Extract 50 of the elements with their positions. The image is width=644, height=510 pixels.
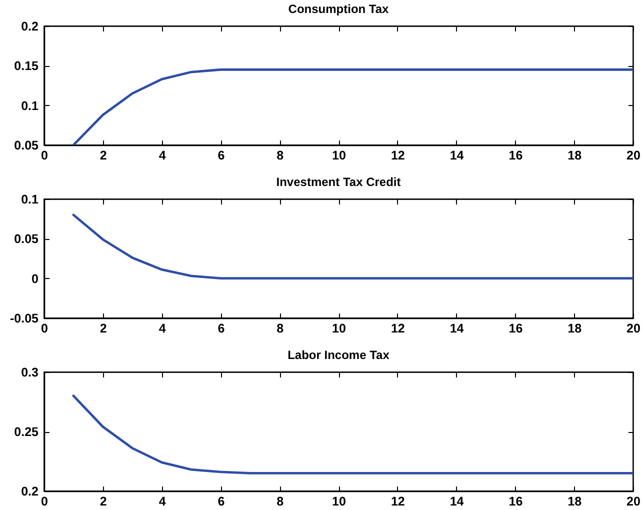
x-tick-label: 20 xyxy=(626,322,640,336)
x-tick-label: 18 xyxy=(568,322,582,336)
x-tick-label: 4 xyxy=(158,494,166,508)
y-tick-label: 0.2 xyxy=(21,484,39,498)
x-tick-label: 10 xyxy=(332,322,346,336)
x-tick-label: 6 xyxy=(218,322,225,336)
y-tick-label: 0.05 xyxy=(14,232,39,246)
y-tick-label: 0 xyxy=(32,272,39,286)
x-tick-label: 10 xyxy=(332,148,346,162)
x-tick-label: 18 xyxy=(568,148,582,162)
x-tick-label: 10 xyxy=(332,494,346,508)
x-tick-label: 2 xyxy=(100,494,107,508)
x-tick-label: 6 xyxy=(218,148,225,162)
y-tick-label: 0.25 xyxy=(14,425,39,439)
y-tick-label: 0.3 xyxy=(21,366,39,380)
x-tick-label: 2 xyxy=(100,322,107,336)
y-tick-label: 0.2 xyxy=(21,20,39,34)
x-tick-label: 12 xyxy=(390,322,405,336)
x-tick-label: 16 xyxy=(508,494,523,508)
x-tick-label: 16 xyxy=(508,322,523,336)
x-tick-label: 14 xyxy=(450,148,464,162)
x-tick-label: 4 xyxy=(158,148,166,162)
line-series xyxy=(72,214,633,280)
x-tick-label: 14 xyxy=(450,322,464,336)
x-tick-label: 0 xyxy=(41,148,48,162)
chart-title: Investment Tax Credit xyxy=(276,175,401,189)
x-tick-label: 20 xyxy=(626,494,640,508)
y-tick-label: 0.05 xyxy=(14,138,39,152)
x-tick-label: 0 xyxy=(41,322,48,336)
x-tick-label: 8 xyxy=(276,494,284,508)
y-tick-label: 0.1 xyxy=(21,98,39,113)
x-tick-label: 2 xyxy=(100,148,107,162)
x-tick-label: 20 xyxy=(626,148,640,162)
x-tick-label: 12 xyxy=(390,494,405,508)
y-tick-label: 0.15 xyxy=(14,59,39,74)
x-tick-label: 8 xyxy=(276,322,284,336)
x-tick-label: 16 xyxy=(508,148,523,162)
chart-title: Consumption Tax xyxy=(288,2,390,16)
x-tick-label: 12 xyxy=(390,148,405,162)
x-tick-label: 14 xyxy=(450,494,464,508)
line-series xyxy=(72,68,633,145)
x-tick-label: 18 xyxy=(568,494,582,508)
chart-title: Labor Income Tax xyxy=(288,348,390,362)
y-tick-label: -0.05 xyxy=(10,312,39,326)
line-series xyxy=(72,394,633,474)
y-tick-label: 0.1 xyxy=(21,192,39,206)
x-tick-label: 4 xyxy=(158,322,166,336)
x-tick-label: 0 xyxy=(41,494,48,508)
x-tick-label: 6 xyxy=(218,494,225,508)
x-tick-label: 8 xyxy=(276,148,284,162)
